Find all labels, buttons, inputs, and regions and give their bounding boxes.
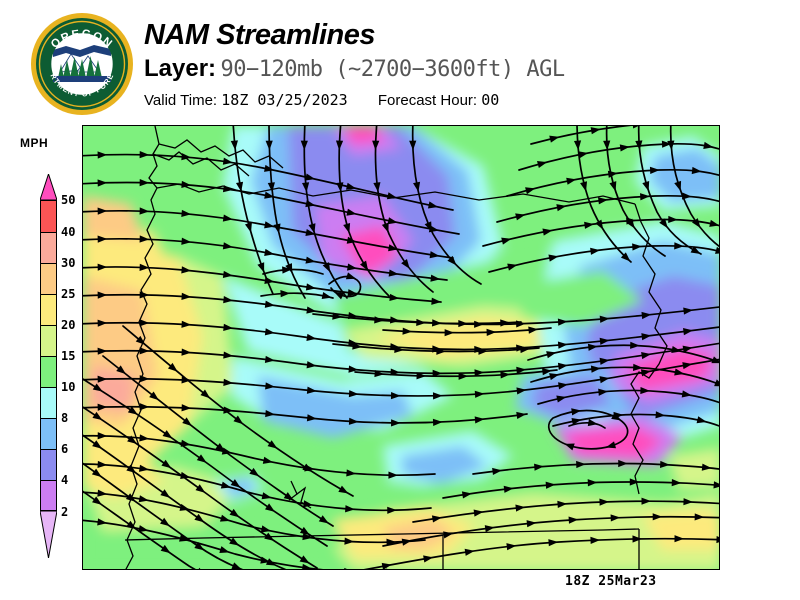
- valid-time-value: 18Z 03/25/2023: [221, 91, 348, 109]
- layer-value: 90−120mb (~2700−3600ft) AGL: [220, 57, 566, 82]
- streamline-map[interactable]: [82, 125, 720, 570]
- oregon-dept-forestry-logo: OREGON DEPARTMENT OF FORESTRY: [30, 12, 133, 115]
- colorbar-bottom-cap: [40, 510, 57, 558]
- layer-row: Layer: 90−120mb (~2700−3600ft) AGL: [144, 54, 565, 87]
- colorbar-tick-30: 30: [61, 256, 76, 270]
- colorbar-units-label: MPH: [20, 136, 49, 150]
- colorbar-tick-10: 10: [61, 380, 76, 394]
- map-timestamp: 18Z 25Mar23: [565, 574, 657, 589]
- colorbar-tick-40: 40: [61, 225, 76, 239]
- layer-label: Layer:: [144, 55, 217, 82]
- colorbar-band-15-20: 20: [40, 318, 75, 356]
- colorbar-band-10-15: 15: [40, 349, 75, 387]
- colorbar-band-6-8: 8: [40, 411, 68, 449]
- colorbar-band-30-40: 40: [40, 225, 75, 263]
- colorbar-band-20-25: 25: [40, 287, 75, 325]
- valid-time-label: Valid Time:: [144, 92, 218, 109]
- colorbar-tick-50: 50: [61, 193, 76, 207]
- colorbar-band-4-6: 6: [40, 442, 68, 480]
- forecast-hour-value: 00: [481, 91, 500, 109]
- state-boundaries: [124, 126, 668, 569]
- colorbar-band-25-30: 30: [40, 256, 75, 294]
- colorbar-legend: MPH 50 40 30 25 20 15 10 8 6: [10, 136, 78, 558]
- colorbar-tick-15: 15: [61, 349, 76, 363]
- map-canvas: [83, 126, 719, 569]
- colorbar-tick-6: 6: [61, 442, 69, 456]
- colorbar-band-8-10: 10: [40, 380, 75, 418]
- colorbar-tick-2: 2: [61, 505, 69, 519]
- time-row: Valid Time: 18Z 03/25/2023 Forecast Hour…: [144, 91, 565, 109]
- colorbar: 50 40 30 25 20 15 10 8 6 4 2: [40, 174, 75, 558]
- colorbar-band-40-50: 50: [40, 193, 75, 232]
- colorbar-tick-25: 25: [61, 287, 76, 301]
- colorbar-tick-8: 8: [61, 411, 69, 425]
- colorbar-top-cap: [40, 174, 57, 200]
- colorbar-tick-4: 4: [61, 473, 69, 487]
- streamline-arrowheads: [91, 126, 719, 569]
- header: OREGON DEPARTMENT OF FORESTRY NAM Stream…: [0, 0, 800, 120]
- colorbar-band-2-4: 4 2: [40, 473, 68, 519]
- page-title: NAM Streamlines: [144, 19, 376, 51]
- title-block: NAM Streamlines Layer: 90−120mb (~2700−3…: [144, 18, 565, 109]
- colorbar-tick-20: 20: [61, 318, 76, 332]
- forecast-hour-label: Forecast Hour:: [377, 92, 478, 109]
